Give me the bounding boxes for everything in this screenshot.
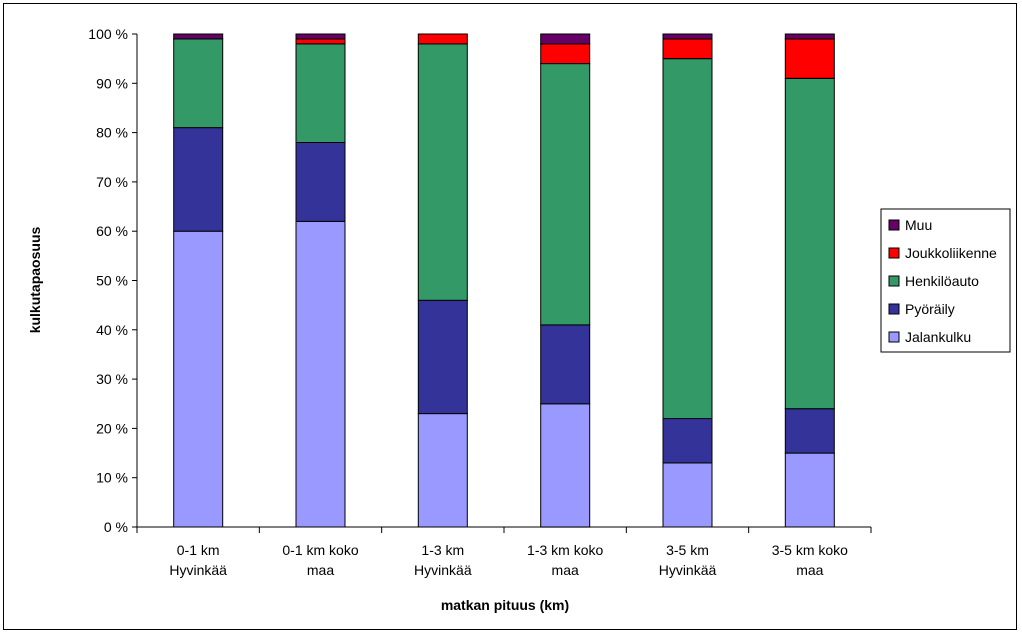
- y-tick-label: 40 %: [96, 322, 128, 338]
- legend-swatch: [888, 219, 900, 231]
- legend-label: Pyöräily: [905, 301, 955, 317]
- bar-segment-4-0: [662, 462, 713, 528]
- y-tick-label: 30 %: [96, 371, 128, 387]
- legend-swatch: [888, 331, 900, 343]
- bar-segment-4-1: [662, 418, 713, 464]
- x-tick-label: Hyvinkää: [169, 562, 227, 578]
- y-axis-title: kulkutapaosuus: [27, 227, 43, 334]
- bar-segment-0-4: [173, 33, 224, 40]
- y-tick-label: 90 %: [96, 75, 128, 91]
- bar-segment-3-0: [540, 403, 591, 528]
- bar-segment-2-3: [417, 33, 468, 45]
- x-tick-label: maa: [307, 562, 334, 578]
- legend-swatch: [888, 303, 900, 315]
- bar-segment-0-0: [173, 230, 224, 528]
- x-tick-label: Hyvinkää: [414, 562, 472, 578]
- legend-label: Muu: [905, 217, 932, 233]
- x-tick-label: 1-3 km koko: [527, 542, 603, 558]
- bar-segment-5-2: [784, 77, 835, 410]
- legend-label: Joukkoliikenne: [905, 245, 997, 261]
- bar-segment-2-2: [417, 43, 468, 301]
- y-tick-label: 80 %: [96, 125, 128, 141]
- legend-label: Henkilöauto: [905, 273, 979, 289]
- x-tick-label: 3-5 km koko: [772, 542, 848, 558]
- bar-segment-5-1: [784, 408, 835, 454]
- bar-segment-1-3: [295, 38, 346, 45]
- axes-layer: 0 % 10 % 20 % 30 % 40 % 50 % 60 % 70 % 80 % 90 % 1…: [88, 26, 872, 578]
- bar-segment-5-3: [784, 38, 835, 79]
- bar-segment-0-2: [173, 38, 224, 129]
- x-tick-label: 3-5 km: [666, 542, 709, 558]
- y-tick-label: 20 %: [96, 420, 128, 436]
- y-tick-label: 70 %: [96, 174, 128, 190]
- bar-segment-4-3: [662, 38, 713, 60]
- x-tick-label: Hyvinkää: [659, 562, 717, 578]
- legend-swatch: [888, 247, 900, 259]
- bar-segment-1-1: [295, 142, 346, 222]
- y-tick-label: 50 %: [96, 273, 128, 289]
- legend: Muu Joukkoliikenne Henkilöauto Pyöräily Jala…: [880, 208, 1011, 353]
- legend-swatch: [888, 275, 900, 287]
- bar-segment-0-1: [173, 127, 224, 232]
- x-tick-label: 0-1 km koko: [282, 542, 358, 558]
- x-tick-label: 1-3 km: [421, 542, 464, 558]
- x-axis-title: matkan pituus (km): [441, 597, 569, 613]
- bar-segment-3-1: [540, 324, 591, 405]
- chart-frame: [3, 3, 1017, 630]
- bar-segment-1-4: [295, 33, 346, 40]
- y-tick-label: 10 %: [96, 470, 128, 486]
- legend-box: [880, 208, 1011, 353]
- x-tick-label: maa: [552, 562, 579, 578]
- bar-segment-3-4: [540, 33, 591, 45]
- x-tick-label: maa: [796, 562, 823, 578]
- bar-segment-4-2: [662, 58, 713, 420]
- bar-segment-2-0: [417, 413, 468, 528]
- bar-segment-3-3: [540, 43, 591, 65]
- y-tick-label: 60 %: [96, 223, 128, 239]
- bar-segment-2-1: [417, 299, 468, 415]
- bar-segment-5-4: [784, 33, 835, 40]
- y-tick-label: 0 %: [104, 519, 128, 535]
- legend-label: Jalankulku: [905, 329, 971, 345]
- y-tick-label: 100 %: [88, 26, 128, 42]
- x-tick-label: 0-1 km: [177, 542, 220, 558]
- bar-segment-1-2: [295, 43, 346, 143]
- bar-segment-3-2: [540, 63, 591, 326]
- bar-segment-4-4: [662, 33, 713, 40]
- bars-layer: [173, 33, 835, 528]
- bar-segment-5-0: [784, 452, 835, 528]
- bar-segment-1-0: [295, 220, 346, 528]
